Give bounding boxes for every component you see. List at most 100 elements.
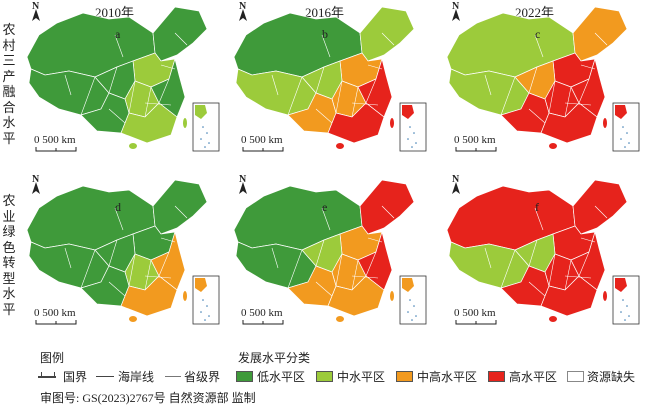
panel-label: a: [115, 27, 121, 41]
provincial-boundary-line: [80, 76, 96, 116]
provincial-boundary-line: [287, 249, 303, 289]
region-southwest: [287, 265, 337, 307]
provincial-boundary-line: [108, 281, 126, 297]
provincial-boundary-line: [321, 34, 331, 58]
scale-bar: [242, 147, 284, 152]
legend-missing-data: 资源缺失: [587, 370, 636, 384]
region-southeast: [120, 102, 178, 144]
provincial-boundary-line: [144, 102, 172, 106]
provincial-boundary-line: [64, 247, 72, 269]
south-china-sea-inset: [399, 102, 427, 152]
legend-medium-level: 中水平区: [337, 370, 386, 384]
legend-high-level: 高水平区: [509, 370, 558, 384]
provincial-boundary-line: [534, 34, 544, 58]
panel-label: e: [322, 200, 328, 214]
provincial-boundary-line: [144, 259, 152, 291]
legend-medium-high-level: 中高水平区: [417, 370, 478, 384]
provincial-boundary-line: [271, 74, 279, 96]
scale-label: 0 500 km: [241, 307, 283, 319]
scale-label: 0 500 km: [454, 307, 496, 319]
region-southeast: [540, 275, 598, 317]
provincial-boundary-line: [580, 237, 596, 243]
provincial-boundary-line: [351, 259, 359, 291]
provincial-boundary-line: [315, 281, 333, 297]
provincial-boundary-line: [108, 239, 118, 267]
provincial-boundary-line: [548, 80, 556, 114]
provincial-boundary-line: [287, 76, 303, 116]
legend-national-boundary: 国界: [63, 370, 88, 384]
provincial-boundary-line: [528, 239, 538, 267]
north-arrow-icon: [452, 9, 460, 21]
legend-title: 图例: [40, 351, 65, 365]
region-southwest: [287, 92, 337, 134]
provincial-boundary-line: [114, 34, 124, 58]
provincial-boundary-line: [365, 78, 377, 104]
panel-label: f: [535, 200, 539, 214]
provincial-boundary-line: [578, 78, 590, 104]
region-taiwan: [183, 118, 187, 128]
provincial-boundary-line: [578, 251, 590, 277]
panel-label: b: [322, 27, 328, 41]
provincial-boundary-line: [564, 259, 572, 291]
provincial-boundary-line: [335, 80, 343, 114]
provincial-boundary-line: [528, 66, 538, 94]
provincial-boundary-line: [108, 108, 126, 124]
region-taiwan: [183, 291, 187, 301]
provincial-boundary-line: [594, 32, 608, 46]
provincial-boundary-line: [528, 108, 546, 124]
region-taiwan: [603, 291, 607, 301]
provincial-boundary-line: [108, 66, 118, 94]
china-map: [446, 179, 640, 325]
provincial-boundary-line: [351, 86, 359, 118]
provincial-boundary-line: [367, 64, 383, 70]
provincial-boundary-line: [160, 64, 176, 70]
china-map: [26, 6, 220, 152]
swatch-medium-high: [396, 371, 413, 382]
map-review-number: 审图号: GS(2023)2767号 自然资源部 监制: [40, 391, 256, 405]
south-china-sea-inset: [192, 275, 220, 325]
region-northeast: [572, 6, 628, 62]
provincial-boundary-line: [351, 102, 379, 106]
region-hainan: [129, 143, 137, 149]
north-arrow-icon: [239, 182, 247, 194]
provincial-boundary-line: [534, 207, 544, 231]
region-northeast: [572, 179, 628, 235]
provincial-boundary-line: [144, 86, 152, 118]
region-southeast: [540, 102, 598, 144]
north-label: N: [32, 1, 40, 12]
provincial-boundary-line: [484, 247, 492, 269]
north-arrow-icon: [32, 182, 40, 194]
provincial-boundary-line: [381, 205, 395, 219]
scale-bar: [35, 320, 77, 325]
region-hainan: [129, 316, 137, 322]
provincial-boundary-line: [500, 249, 516, 289]
south-china-sea-inset: [612, 102, 640, 152]
panel-label: d: [115, 200, 121, 214]
north-arrow-icon: [452, 182, 460, 194]
provincial-boundary-line: [367, 237, 383, 243]
legend-class-title: 发展水平分类: [238, 351, 311, 365]
north-label: N: [452, 174, 460, 185]
panel-label: c: [535, 27, 541, 41]
china-map: [446, 6, 640, 152]
provincial-boundary-line: [315, 108, 333, 124]
provincial-boundary-line: [174, 205, 188, 219]
legend-coastline: 海岸线: [118, 370, 155, 384]
year-header-2022: 2022年: [515, 5, 555, 20]
provincial-boundary-line: [160, 237, 176, 243]
year-header-2016: 2016年: [305, 5, 345, 20]
provincial-boundary-line: [594, 205, 608, 219]
scale-bar: [455, 147, 497, 152]
north-label: N: [239, 1, 247, 12]
provincial-boundary-line: [315, 66, 325, 94]
region-hainan: [336, 143, 344, 149]
provincial-boundary-line: [381, 32, 395, 46]
north-arrow-icon: [32, 9, 40, 21]
scale-bar: [455, 320, 497, 325]
provincial-boundary-line: [335, 253, 343, 287]
